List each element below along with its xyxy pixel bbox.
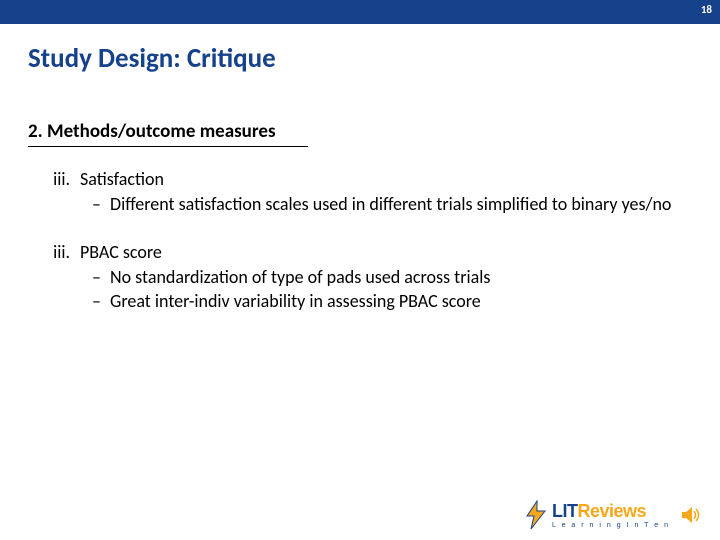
roman-numeral: iii. (40, 168, 70, 191)
subpoint-text: Different satisfaction scales used in di… (110, 193, 680, 216)
speaker-icon (680, 504, 702, 526)
list-item: iii. PBAC score – No standardization of … (40, 241, 680, 313)
item-label: PBAC score (80, 241, 162, 264)
bullet-dash: – (92, 290, 110, 313)
lit-logo: LITReviews L e a r n i n g I n T e n (523, 500, 670, 530)
logo-text: LITReviews (552, 501, 670, 522)
page-number: 18 (701, 3, 712, 16)
logo-main: LIT (552, 501, 578, 521)
logo-area: LITReviews L e a r n i n g I n T e n (523, 500, 702, 530)
top-bar: 18 (0, 0, 720, 24)
subpoint-text: Great inter-indiv variability in assessi… (110, 290, 680, 313)
bolt-icon (523, 500, 549, 530)
bullet-dash: – (92, 266, 110, 289)
list-item: iii. Satisfaction – Different satisfacti… (40, 168, 680, 215)
page-title: Study Design: Critique (28, 42, 276, 75)
bullet-dash: – (92, 193, 110, 216)
subpoint-text: No standardization of type of pads used … (110, 266, 680, 289)
section-subhead: 2. Methods/outcome measures (28, 120, 276, 143)
subhead-underline (28, 146, 308, 147)
roman-numeral: iii. (40, 241, 70, 264)
body-content: iii. Satisfaction – Different satisfacti… (40, 168, 680, 339)
item-label: Satisfaction (80, 168, 164, 191)
logo-rev: Reviews (578, 501, 647, 521)
slide: 18 Study Design: Critique 2. Methods/out… (0, 0, 720, 540)
logo-tagline: L e a r n i n g I n T e n (552, 522, 670, 529)
